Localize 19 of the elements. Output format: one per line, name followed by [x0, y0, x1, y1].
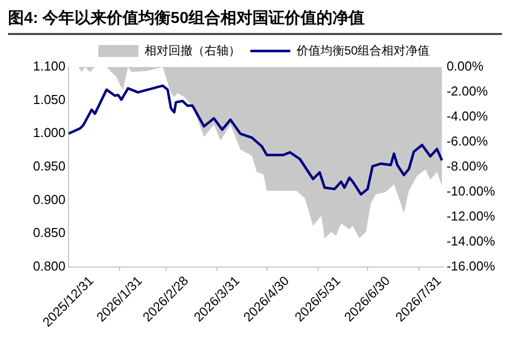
- y-tick-label: 1.050: [32, 92, 66, 107]
- y-tick-label: 1.100: [32, 58, 66, 74]
- y2-tick-label: 0.00%: [446, 58, 484, 74]
- y2-tick-label: -4.00%: [446, 108, 488, 124]
- y2-tick-label: -2.00%: [446, 84, 488, 99]
- y-tick-label: 0.800: [32, 258, 66, 274]
- y2-tick-label: -12.00%: [446, 208, 496, 224]
- y-tick-label: 1.000: [32, 125, 66, 140]
- y-tick-label: 0.850: [32, 225, 66, 240]
- y2-tick-label: -16.00%: [446, 258, 496, 274]
- y2-tick-label: -8.00%: [446, 158, 488, 174]
- y2-tick-label: -14.00%: [446, 234, 496, 249]
- y2-tick-label: -10.00%: [446, 184, 496, 199]
- y-tick-label: 0.950: [32, 158, 66, 174]
- legend-label: 相对回撤（右轴）: [144, 43, 240, 58]
- chart-title: 图4: 今年以来价值均衡50组合相对国证价值的净值: [8, 8, 502, 35]
- y2-tick-label: -6.00%: [446, 134, 488, 149]
- y-tick-label: 0.900: [32, 192, 66, 207]
- legend-label: 价值均衡50组合相对净值: [295, 43, 430, 58]
